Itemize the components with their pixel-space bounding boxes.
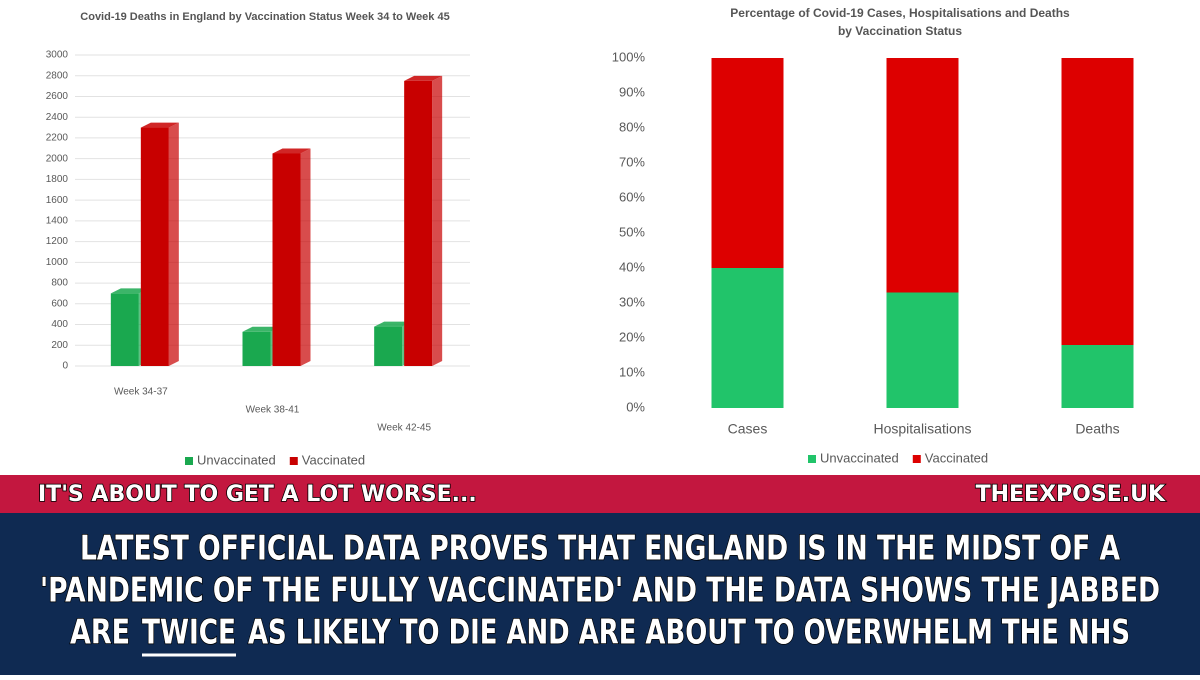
bar — [110, 293, 139, 366]
x-tick-label: Week 34-37 — [114, 387, 168, 398]
y-tick-label: 2800 — [46, 70, 69, 81]
y-tick-label: 10% — [619, 364, 645, 379]
chart-title: Percentage of Covid-19 Cases, Hospitalis… — [730, 6, 1070, 20]
chart-area — [0, 0, 1200, 475]
bar-segment — [1061, 58, 1134, 345]
y-tick-label: 0 — [62, 361, 68, 372]
bar-top — [110, 288, 149, 294]
legend-label: Vaccinated — [302, 452, 365, 467]
bar — [404, 80, 433, 367]
bar — [272, 153, 301, 366]
y-tick-label: 1200 — [46, 236, 69, 247]
site-name: THEEXPOSE.UK — [976, 482, 1166, 507]
y-tick-label: 2600 — [46, 91, 69, 102]
x-tick-label: Deaths — [1075, 421, 1119, 437]
legend-label: Unvaccinated — [197, 452, 276, 467]
y-tick-label: 2200 — [46, 133, 69, 144]
bar-side — [168, 122, 179, 366]
y-tick-label: 800 — [51, 278, 68, 289]
tagline-strip — [0, 475, 1200, 513]
bar-top — [242, 326, 281, 332]
bar-segment — [886, 58, 959, 293]
y-tick-label: 1800 — [46, 174, 69, 185]
bar-segment — [711, 58, 784, 268]
y-tick-label: 90% — [619, 84, 645, 99]
y-tick-label: 1000 — [46, 257, 69, 268]
bar-segment — [711, 268, 784, 408]
legend-label: Unvaccinated — [820, 450, 899, 465]
headline-line: 'PANDEMIC OF THE FULLY VACCINATED' AND T… — [40, 571, 1160, 611]
chart-title: by Vaccination Status — [838, 24, 962, 38]
y-tick-label: 60% — [619, 189, 645, 204]
y-tick-label: 400 — [51, 319, 68, 330]
legend-swatch — [912, 455, 921, 463]
tagline: IT'S ABOUT TO GET A LOT WORSE... — [38, 482, 477, 507]
y-tick-label: 1400 — [46, 216, 69, 227]
y-tick-label: 70% — [619, 154, 645, 169]
y-tick-label: 80% — [619, 119, 645, 134]
y-tick-label: 0% — [626, 399, 645, 414]
headline-emphasis: TWICE — [142, 613, 236, 653]
y-tick-label: 50% — [619, 224, 645, 239]
bar — [140, 127, 169, 366]
x-tick-label: Cases — [728, 421, 768, 437]
y-tick-label: 100% — [612, 49, 646, 64]
y-tick-label: 200 — [51, 340, 68, 351]
x-tick-label: Hospitalisations — [873, 421, 971, 437]
x-tick-label: Week 38-41 — [246, 405, 300, 416]
legend-label: Vaccinated — [925, 450, 988, 465]
headline-panel — [0, 513, 1200, 675]
bar-top — [374, 321, 413, 327]
bar-top — [140, 122, 179, 128]
y-tick-label: 2400 — [46, 112, 69, 123]
bar-segment — [886, 292, 959, 408]
y-tick-label: 3000 — [46, 50, 69, 61]
bar-top — [272, 148, 311, 154]
chart-title: Covid-19 Deaths in England by Vaccinatio… — [80, 11, 449, 23]
headline-line: AS LIKELY TO DIE AND ARE ABOUT TO OVERWH… — [248, 613, 1130, 653]
bar-side — [300, 148, 311, 366]
bar-side — [432, 75, 443, 367]
legend-swatch — [185, 457, 193, 465]
bar — [242, 331, 271, 366]
headline-line: LATEST OFFICIAL DATA PROVES THAT ENGLAND… — [80, 529, 1121, 569]
legend-swatch — [808, 455, 816, 463]
y-tick-label: 1600 — [46, 195, 69, 206]
headline-word: ARE — [70, 613, 130, 653]
y-tick-label: 2000 — [46, 153, 69, 164]
bar-segment — [1061, 345, 1134, 408]
y-tick-label: 40% — [619, 259, 645, 274]
legend-swatch — [289, 457, 298, 465]
y-tick-label: 20% — [619, 329, 645, 344]
y-tick-label: 30% — [619, 294, 645, 309]
bar-top — [404, 75, 443, 81]
y-tick-label: 600 — [51, 298, 68, 309]
bar — [374, 326, 403, 366]
x-tick-label: Week 42-45 — [377, 423, 431, 434]
